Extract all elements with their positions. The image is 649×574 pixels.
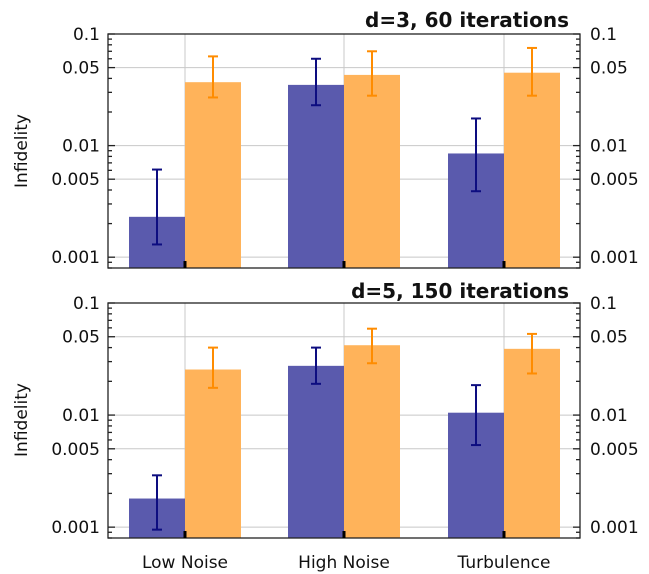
y-tick-label: 0.05 <box>62 59 100 79</box>
y-tick-label-right: 0.005 <box>590 440 639 460</box>
y-axis-label: Infidelity <box>12 114 32 188</box>
y-tick-label-right: 0.01 <box>590 406 628 426</box>
y-tick-label-right: 0.005 <box>590 170 639 190</box>
y-tick-label: 0.05 <box>62 328 100 348</box>
y-tick-label-right: 0.05 <box>590 59 628 79</box>
y-tick-label: 0.001 <box>51 518 100 538</box>
bar <box>185 82 241 268</box>
chart-title: d=5, 150 iterations <box>351 279 569 303</box>
x-tick-label: High Noise <box>298 553 390 573</box>
y-tick-label: 0.1 <box>73 25 100 45</box>
bar <box>288 365 344 538</box>
error-bars <box>152 327 537 531</box>
tick-labels: 0.1 0.1 0.05 0.05 0.01 0.01 0.005 0.005 0.001 0.0… <box>51 294 638 538</box>
panel-top: d=3, 60 iterations Infidelity 0.1 0.1 0.05… <box>12 8 639 269</box>
y-tick-label-right: 0.01 <box>590 137 628 157</box>
y-tick-label-right: 0.1 <box>590 25 617 45</box>
y-tick-label: 0.1 <box>73 294 100 314</box>
error-bars <box>152 46 537 246</box>
y-tick-label-right: 0.05 <box>590 328 628 348</box>
axis-ticks <box>108 33 580 269</box>
bar <box>288 84 344 268</box>
bar <box>504 348 560 538</box>
chart-title: d=3, 60 iterations <box>365 8 569 32</box>
axis-ticks <box>108 302 580 539</box>
bar <box>185 369 241 538</box>
y-axis-label: Infidelity <box>12 383 32 457</box>
y-tick-label: 0.01 <box>62 406 100 426</box>
y-tick-label: 0.001 <box>51 248 100 268</box>
x-tick-label: Turbulence <box>457 553 551 573</box>
y-tick-label: 0.005 <box>51 440 100 460</box>
bar <box>344 345 400 538</box>
y-tick-label-right: 0.001 <box>590 518 639 538</box>
y-tick-label: 0.005 <box>51 170 100 190</box>
bar <box>344 74 400 268</box>
bars <box>129 345 560 538</box>
x-axis-category-labels: Low Noise High Noise Turbulence <box>142 553 550 573</box>
y-tick-label-right: 0.1 <box>590 294 617 314</box>
bars <box>129 72 560 268</box>
bar <box>504 72 560 268</box>
tick-labels: 0.1 0.1 0.05 0.05 0.01 0.01 0.005 0.005 0.001 0.0… <box>51 25 638 268</box>
y-tick-label-right: 0.001 <box>590 248 639 268</box>
panel-bottom: d=5, 150 iterations Infidelity 0.1 0.1 0.0… <box>12 279 639 539</box>
y-tick-label: 0.01 <box>62 137 100 157</box>
x-tick-label: Low Noise <box>142 553 228 573</box>
